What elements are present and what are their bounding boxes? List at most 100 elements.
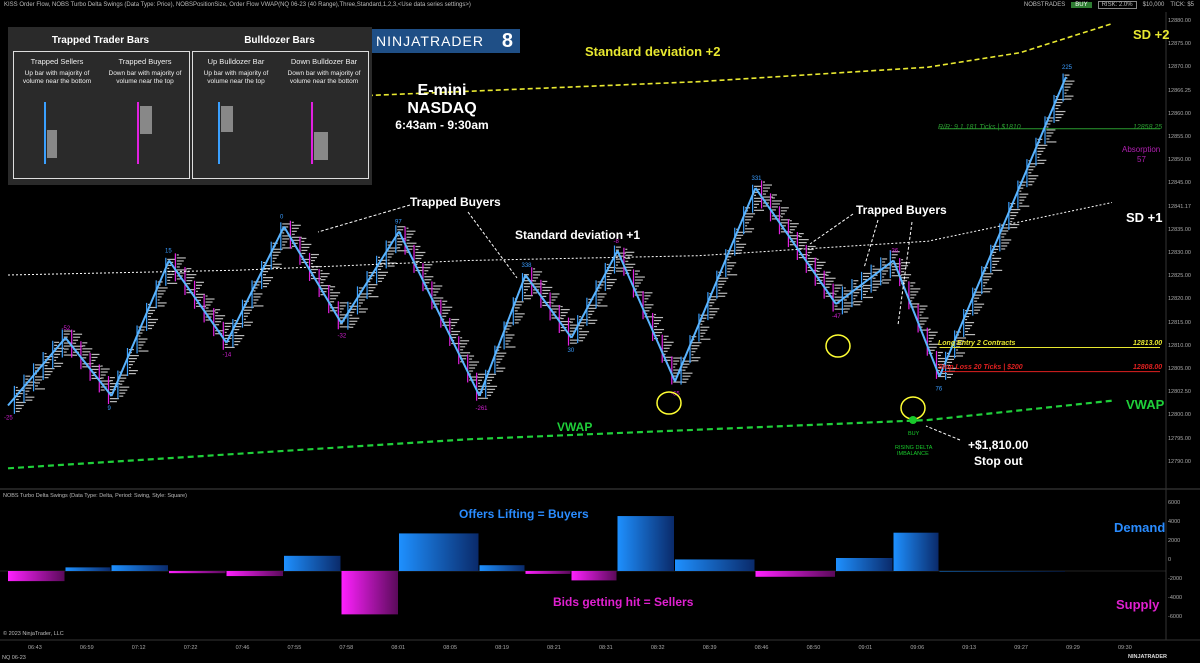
volume-profile-bar: [1026, 159, 1039, 188]
bulldozer-heading: Bulldozer Bars: [244, 35, 315, 46]
absorption-label: Absorption: [1122, 145, 1161, 154]
swing-segment: [225, 226, 285, 344]
price-tick: 12820.00: [1168, 296, 1191, 303]
stop-out-label: Stop out: [974, 454, 1023, 468]
swing-segment: [478, 274, 527, 397]
delta-bar: [479, 565, 525, 571]
swing-label: 30: [568, 348, 575, 354]
volume-profile-bar: [734, 227, 747, 256]
trapped-trader-box: Trapped Sellers Up bar with majority of …: [13, 51, 190, 179]
swing-segment: [283, 226, 343, 324]
volume-profile-bar: [213, 308, 226, 337]
swing-segment: [110, 260, 170, 397]
instrument-time: 6:43am - 9:30am: [395, 118, 489, 132]
offers-label: Offers Lifting = Buyers: [459, 507, 589, 521]
annotation-pointers: [317, 204, 961, 441]
ninjatrader-logo: NINJATRADER 8: [372, 29, 520, 53]
trade-levels: [939, 128, 1160, 373]
down-bulldozer-title: Down Bulldozer Bar: [290, 57, 358, 66]
delta-bar: [111, 565, 168, 571]
time-tick: 06:59: [79, 645, 94, 651]
swing-segment: [168, 259, 228, 344]
delta-bar: [939, 571, 1065, 572]
delta-tick: 0: [1168, 557, 1172, 563]
delta-bar: [226, 571, 283, 577]
bids-label: Bids getting hit = Sellers: [553, 595, 694, 609]
instrument-line1: E-mini: [417, 82, 467, 99]
up-bulldozer-col: Up Bulldozer Bar Up bar with majority of…: [193, 58, 279, 86]
price-tick: 12875.00: [1168, 41, 1191, 48]
chart-title-bar: KISS Order Flow, NOBS Turbo Delta Swings…: [0, 0, 1200, 12]
volume-profile-bar: [261, 261, 274, 289]
risk-field[interactable]: RISK: 2.0%: [1097, 1, 1137, 9]
order-strip: NOBSTRADES BUY RISK: 2.0% $10,000 TICK: …: [1024, 1, 1194, 9]
sd2-short-label: SD +2: [1133, 27, 1170, 42]
swing-label: 225: [1062, 65, 1073, 71]
delta-bar: [169, 571, 226, 574]
time-tick: 07:22: [183, 645, 198, 651]
series-standard-deviation-1: [7, 202, 1113, 276]
time-tick: 08:19: [495, 645, 509, 651]
time-tick: 08:05: [443, 645, 457, 651]
swing-label: 9: [108, 406, 112, 412]
indicator-series: [7, 22, 1113, 470]
volume-profile-bar: [972, 287, 985, 316]
volume-profile-bar: [604, 262, 617, 291]
bulldozer-examples: [218, 102, 328, 164]
time-tick: 07:58: [339, 645, 354, 651]
time-tick: 09:13: [962, 645, 977, 651]
swing-segment: [398, 231, 481, 397]
logo-text: NINJATRADER: [376, 33, 484, 49]
instrument-block: E-mini NASDAQ 6:43am - 9:30am: [392, 82, 492, 132]
swing-label: -52: [62, 326, 71, 332]
volume-profile-bar: [1044, 116, 1057, 145]
trapped-examples: [44, 102, 152, 164]
vwap-right-label: VWAP: [1126, 397, 1165, 412]
delta-tick: -4000: [1168, 595, 1183, 601]
trapped-buyers-desc: Down bar with majority of volume near th…: [108, 70, 182, 85]
swing-segment: [938, 76, 1067, 377]
swing-segment: [616, 250, 676, 382]
up-bulldozer-desc: Up bar with majority of volume near the …: [203, 70, 269, 85]
delta-tick: 4000: [1168, 519, 1181, 525]
price-tick: 12870.00: [1168, 64, 1191, 71]
time-tick: 08:31: [598, 645, 613, 651]
swing-label: 338: [522, 263, 533, 269]
price-tick: 12855.00: [1168, 134, 1191, 140]
target-price: 12858.25: [1133, 124, 1163, 131]
price-tick: 12825.00: [1168, 273, 1191, 280]
account-label[interactable]: NOBSTRADES: [1023, 2, 1066, 8]
volume-profile-bar: [963, 308, 976, 337]
delta-bar: [341, 571, 398, 615]
instrument-line2: NASDAQ: [407, 100, 477, 117]
volume-profile-bar: [935, 350, 948, 379]
swing-segment: [570, 250, 619, 339]
volume-profile-bar: [117, 370, 130, 399]
volume-profile-bar: [725, 249, 738, 278]
volume-profile-bar: [661, 334, 674, 363]
bulldozer-box: Up Bulldozer Bar Up bar with majority of…: [192, 51, 369, 179]
price-tick: 12800.00: [1168, 412, 1191, 419]
price-tick: 12805.00: [1168, 366, 1191, 372]
time-tick: 07:12: [131, 645, 146, 651]
trapped-sellers-col: Trapped Sellers Up bar with majority of …: [14, 58, 100, 86]
delta-bar: [755, 571, 835, 577]
time-tick: 08:46: [754, 645, 769, 651]
rr-label: R/R: 9.1 181 Ticks | $1810: [938, 124, 1021, 131]
volume-profile-bar: [136, 325, 149, 354]
price-tick: 12790.00: [1168, 458, 1191, 465]
price-tick: 12860.00: [1168, 110, 1191, 117]
bar-type-legend: Trapped Trader Bars Bulldozer Bars Trapp…: [8, 27, 372, 185]
volume-profile-bar: [356, 286, 369, 315]
sd1-short-label: SD +1: [1126, 210, 1163, 225]
trapped-buyers-col: Trapped Buyers Down bar with majority of…: [102, 58, 188, 86]
swing-segment: [674, 187, 757, 382]
long-entry-label: Long Entry 2 Contracts: [938, 340, 1016, 347]
buy-button[interactable]: BUY: [1071, 2, 1092, 8]
volume-profile-bar: [632, 269, 645, 298]
time-tick: 07:55: [287, 645, 302, 651]
logo-version: 8: [501, 30, 514, 52]
volume-profile-bar: [385, 240, 398, 269]
rising-delta-label: RISING DELTA: [895, 445, 933, 451]
